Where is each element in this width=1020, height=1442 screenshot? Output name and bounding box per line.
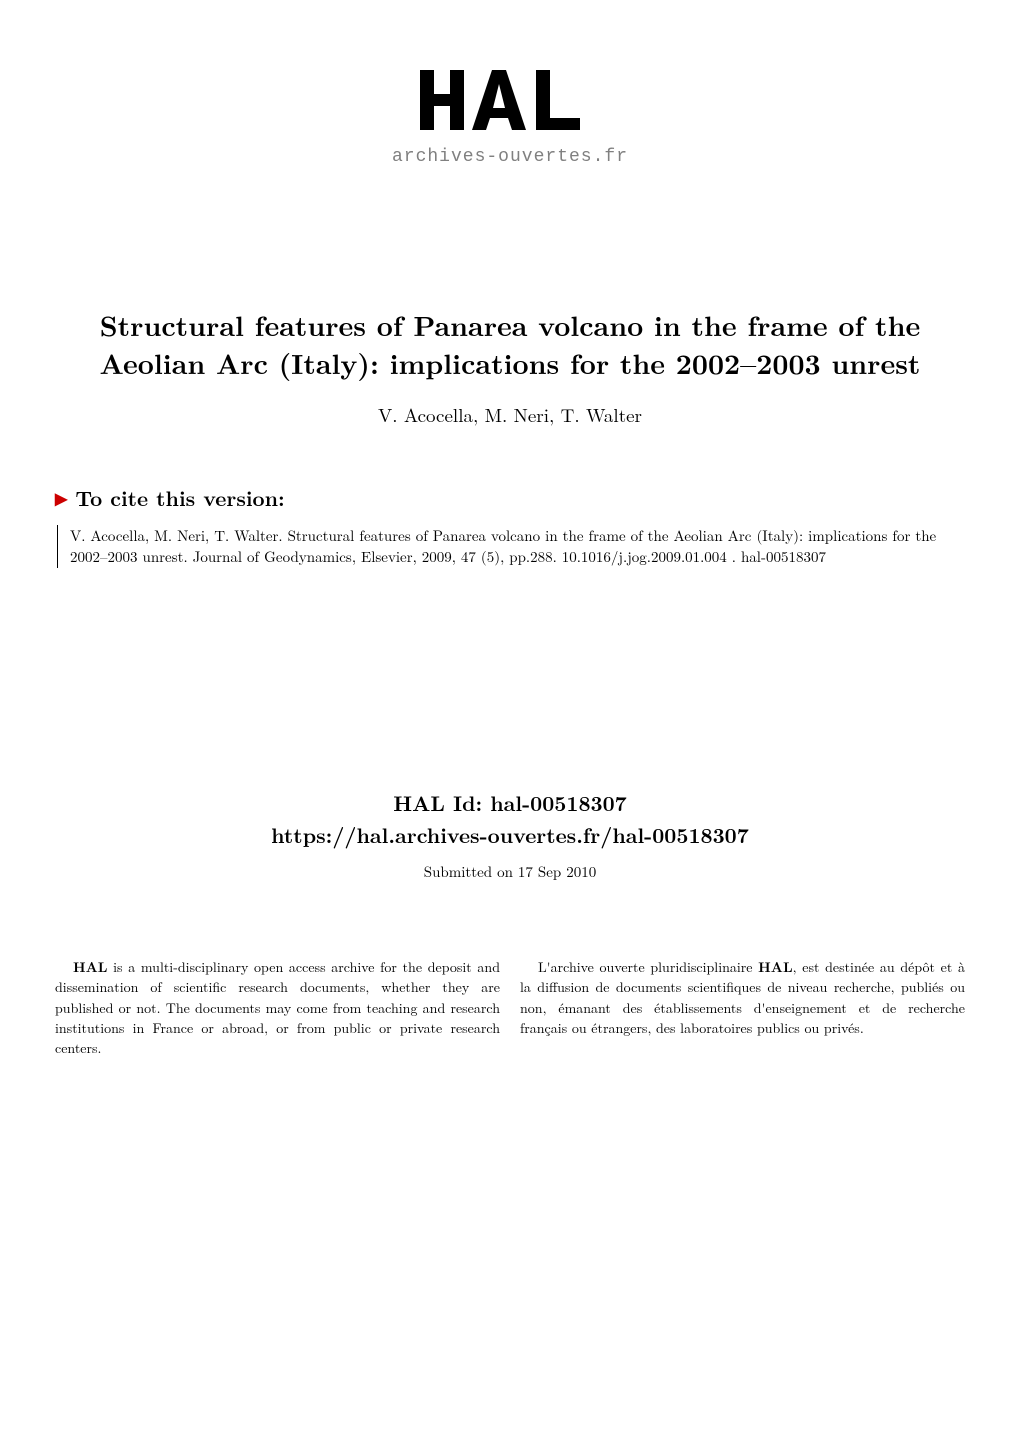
footer-left-bold: HAL <box>73 957 107 977</box>
hal-logo-section: archives-ouvertes.fr <box>0 0 1020 167</box>
hal-logo-svg <box>410 60 610 150</box>
triangle-icon: ▶ <box>55 486 67 509</box>
footer-section: HAL is a multi-disciplinary open access … <box>0 957 1020 1058</box>
title-section: Structural features of Panarea volcano i… <box>0 307 1020 428</box>
hal-id-section: HAL Id: hal-00518307 https://hal.archive… <box>0 788 1020 882</box>
cite-body: V. Acocella, M. Neri, T. Walter. Structu… <box>57 525 965 569</box>
cite-header: ▶ To cite this version: <box>55 483 965 513</box>
footer-left-text: is a multi-disciplinary open access arch… <box>55 957 500 1058</box>
cite-section: ▶ To cite this version: V. Acocella, M. … <box>0 483 1020 569</box>
cite-header-text: To cite this version: <box>75 483 284 513</box>
archives-subtext: archives-ouvertes.fr <box>392 147 628 167</box>
hal-url: https://hal.archives-ouvertes.fr/hal-005… <box>0 820 1020 852</box>
footer-left-col: HAL is a multi-disciplinary open access … <box>55 957 500 1058</box>
hal-logo: archives-ouvertes.fr <box>392 60 628 167</box>
footer-right-prefix: L'archive ouverte pluridisciplinaire <box>538 957 758 977</box>
paper-authors: V. Acocella, M. Neri, T. Walter <box>55 401 965 428</box>
footer-right-col: L'archive ouverte pluridisciplinaire HAL… <box>520 957 965 1058</box>
footer-right-bold: HAL <box>758 957 792 977</box>
paper-title: Structural features of Panarea volcano i… <box>55 307 965 383</box>
submitted-date: Submitted on 17 Sep 2010 <box>0 861 1020 882</box>
hal-id-label: HAL Id: hal-00518307 <box>0 788 1020 820</box>
